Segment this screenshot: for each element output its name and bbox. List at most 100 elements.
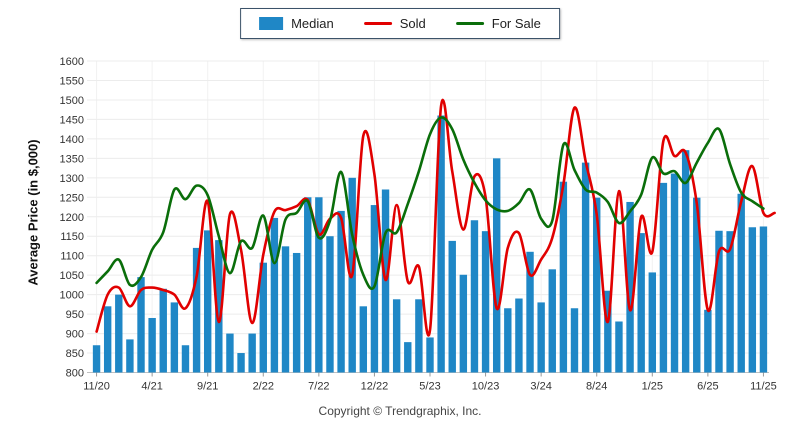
y-tick-label: 850 <box>66 348 84 360</box>
median-bar <box>626 201 634 373</box>
median-bar <box>681 150 690 373</box>
median-bar <box>148 317 156 373</box>
median-bar <box>337 210 345 373</box>
median-bar <box>715 230 723 373</box>
x-tick-label: 6/25 <box>697 381 718 393</box>
for-sale-line-icon <box>455 22 484 25</box>
median-bar <box>204 230 212 373</box>
y-tick-label: 1550 <box>60 75 84 87</box>
x-tick-label: 10/23 <box>472 381 500 393</box>
x-tick-label: 3/24 <box>530 381 551 393</box>
median-bar <box>259 262 267 373</box>
median-bar <box>159 288 167 373</box>
median-bar <box>759 226 768 373</box>
for-sale-line <box>95 116 765 291</box>
median-bar <box>315 197 323 373</box>
median-bar <box>115 294 123 373</box>
median-bar <box>748 227 757 373</box>
median-bar <box>192 247 201 373</box>
median-bar <box>226 333 234 373</box>
median-bar <box>648 272 656 373</box>
median-bar <box>659 182 668 373</box>
median-bar <box>126 339 134 373</box>
median-bar <box>292 252 301 373</box>
y-tick-label: 1500 <box>60 95 84 107</box>
legend-item-for-sale[interactable]: For Sale <box>455 16 541 31</box>
median-bar <box>359 306 368 373</box>
legend-label-median: Median <box>291 16 334 31</box>
x-tick-label: 4/21 <box>141 381 162 393</box>
median-bar <box>726 231 734 373</box>
median-bar <box>181 345 190 373</box>
median-bar <box>437 115 445 373</box>
median-bar <box>537 302 545 373</box>
x-tick-label: 8/24 <box>586 381 607 393</box>
median-bar <box>304 197 312 373</box>
x-tick-label: 5/23 <box>419 381 440 393</box>
median-bar <box>248 333 256 373</box>
median-bar <box>270 217 279 373</box>
median-bar <box>548 269 556 373</box>
price-trend-chart: 800 850 900 950 1000 1050 1100 1150 1200 1250 1300… <box>60 56 777 393</box>
median-bar <box>281 246 290 373</box>
y-tick-label: 1600 <box>60 56 84 68</box>
y-tick-label: 1400 <box>60 134 84 146</box>
median-bar <box>570 308 579 373</box>
median-bar <box>415 299 423 373</box>
median-bar <box>426 337 434 373</box>
x-tick-label: 2/22 <box>253 381 274 393</box>
legend-item-median[interactable]: Median <box>259 16 334 31</box>
median-bar <box>392 299 401 373</box>
median-bar <box>370 205 379 373</box>
y-tick-label: 900 <box>66 329 84 341</box>
y-tick-label: 950 <box>66 309 84 321</box>
median-bar <box>559 181 568 373</box>
median-bar <box>526 251 534 373</box>
median-bar <box>237 353 245 373</box>
median-bar <box>670 173 679 373</box>
y-tick-label: 1000 <box>60 290 84 302</box>
median-bar <box>103 306 112 373</box>
y-tick-label: 800 <box>66 368 84 380</box>
y-tick-label: 1250 <box>60 192 84 204</box>
x-tick-label: 7/22 <box>308 381 329 393</box>
y-tick-label: 1450 <box>60 114 84 126</box>
median-bar <box>470 220 479 373</box>
median-bar <box>137 277 145 373</box>
median-bar <box>737 193 745 373</box>
median-bar <box>215 240 223 373</box>
median-bar <box>492 158 501 373</box>
legend-label-sold: Sold <box>399 16 426 31</box>
median-bar <box>481 231 490 373</box>
median-bar <box>92 345 101 373</box>
median-bar <box>515 298 523 373</box>
x-tick-label: 9/21 <box>197 381 218 393</box>
median-bar <box>448 240 456 373</box>
sold-line <box>95 98 776 337</box>
median-bar <box>604 290 612 373</box>
median-bar <box>693 197 701 373</box>
y-tick-label: 1050 <box>60 270 84 282</box>
legend-label-for-sale: For Sale <box>491 16 541 31</box>
median-swatch-icon <box>259 17 284 30</box>
x-tick-label: 11/20 <box>83 381 110 393</box>
median-bar <box>326 236 334 373</box>
median-bar <box>170 302 179 373</box>
median-bar <box>615 321 623 373</box>
x-tick-label: 1/25 <box>642 381 663 393</box>
median-bar <box>404 342 412 373</box>
median-bar <box>459 274 468 373</box>
y-tick-label: 1150 <box>60 231 84 243</box>
y-tick-label: 1300 <box>60 173 84 185</box>
x-tick-label: 12/22 <box>361 381 389 393</box>
legend-item-sold[interactable]: Sold <box>363 16 426 31</box>
x-tick-label: 11/25 <box>750 381 777 393</box>
median-bar <box>704 309 712 373</box>
sold-line-icon <box>363 22 392 25</box>
median-bar <box>593 197 601 373</box>
copyright-text: Copyright © Trendgraphix, Inc. <box>318 404 482 418</box>
chart-legend: Median Sold For Sale <box>240 8 560 39</box>
y-tick-label: 1200 <box>60 212 84 224</box>
y-tick-label: 1100 <box>60 251 84 263</box>
